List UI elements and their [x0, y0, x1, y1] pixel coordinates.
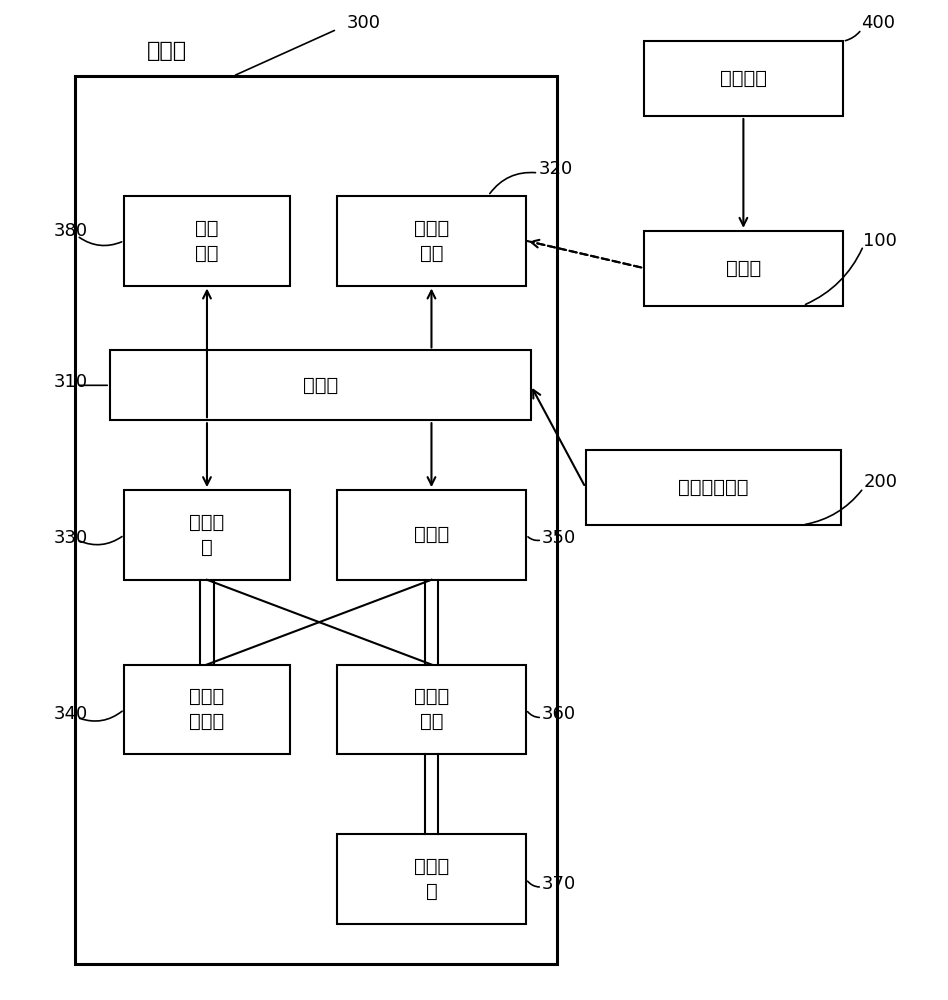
Bar	[644, 41, 843, 116]
Text: 340: 340	[53, 705, 87, 723]
Text: 350: 350	[542, 529, 576, 547]
Bar	[337, 665, 526, 754]
Text: 吸附滤
芯: 吸附滤 芯	[414, 857, 449, 901]
Text: 水路开
关: 水路开 关	[190, 513, 225, 557]
Bar	[337, 834, 526, 924]
Text: 无线传
输器: 无线传 输器	[414, 219, 449, 263]
Bar	[337, 196, 526, 286]
Text: 服务器: 服务器	[726, 259, 761, 278]
Text: 380: 380	[53, 222, 87, 240]
Bar	[124, 196, 290, 286]
Text: 控制器: 控制器	[302, 376, 338, 395]
Bar	[124, 490, 290, 580]
Text: 显示
装置: 显示 装置	[195, 219, 219, 263]
Text: 净水器: 净水器	[147, 41, 187, 61]
Bar	[75, 76, 557, 964]
Text: 310: 310	[53, 373, 87, 391]
Text: 物理过
滤滤芯: 物理过 滤滤芯	[190, 687, 225, 731]
Text: 反渗透
滤芯: 反渗透 滤芯	[414, 687, 449, 731]
Text: 400: 400	[862, 14, 896, 32]
Bar	[110, 350, 531, 420]
Text: 300: 300	[346, 14, 380, 32]
Text: 370: 370	[542, 875, 576, 893]
Text: 360: 360	[542, 705, 576, 723]
Text: 200: 200	[864, 473, 898, 491]
Bar	[644, 231, 843, 306]
Text: 移动终端: 移动终端	[720, 69, 767, 88]
Text: 320: 320	[538, 160, 573, 178]
Bar	[337, 490, 526, 580]
Text: 增压泵: 增压泵	[414, 525, 449, 544]
Bar	[124, 665, 290, 754]
Bar	[586, 450, 841, 525]
Text: 水质检测装置: 水质检测装置	[678, 478, 748, 497]
Text: 100: 100	[864, 232, 898, 250]
Text: 330: 330	[53, 529, 87, 547]
